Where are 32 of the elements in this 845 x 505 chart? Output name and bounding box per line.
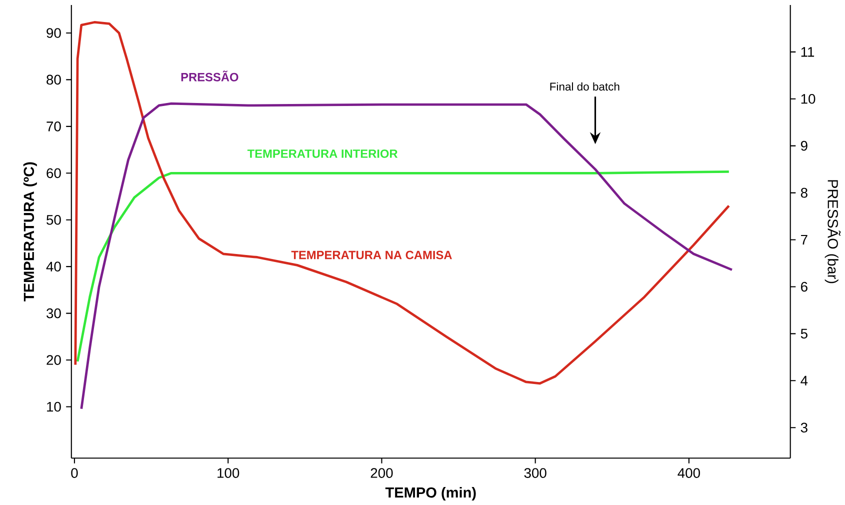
series-label: PRESSÃO	[181, 70, 238, 82]
x-tick-label: 200	[370, 468, 393, 478]
x-axis-title: TEMPO (min)	[385, 487, 476, 501]
y2-tick-label: 7	[801, 235, 808, 245]
series-label: TEMPERATURA NA CAMISA	[291, 250, 452, 260]
x-tick-label: 400	[678, 468, 700, 478]
y-tick-label: 40	[46, 262, 61, 272]
y-tick-label: 30	[46, 308, 61, 318]
y-tick-label: 70	[46, 122, 61, 132]
y2-axis-title: PRESSÃO (bar)	[824, 180, 841, 284]
y2-tick-label: 11	[801, 47, 814, 57]
y2-tick-label: 3	[800, 422, 808, 433]
y-tick-label: 10	[47, 402, 61, 412]
annotation: Final do batch	[550, 82, 620, 91]
y2-tick-label: 9	[800, 140, 808, 151]
y2-tick-label: 8	[800, 188, 808, 198]
x-tick-label: 0	[71, 468, 78, 478]
y-tick-label: 90	[46, 28, 61, 38]
line-series	[80, 102, 734, 410]
y-tick-label: 50	[46, 214, 61, 225]
x-tick-label: 100	[218, 468, 240, 478]
y-axis-title: TEMPERATURA (ºC)	[23, 162, 37, 302]
series-label: TEMPERATURA INTERIOR	[247, 149, 398, 158]
y-tick-label: 60	[46, 168, 61, 178]
y2-tick-label: 6	[801, 282, 808, 292]
y2-tick-label: 10	[801, 94, 816, 104]
x-tick-label: 300	[524, 468, 546, 478]
y2-tick-label: 5	[800, 328, 808, 339]
y-tick-label: 20	[46, 355, 61, 365]
y2-tick-label: 4	[800, 376, 808, 386]
y-tick-label: 80	[46, 74, 61, 85]
line-series	[74, 21, 730, 385]
